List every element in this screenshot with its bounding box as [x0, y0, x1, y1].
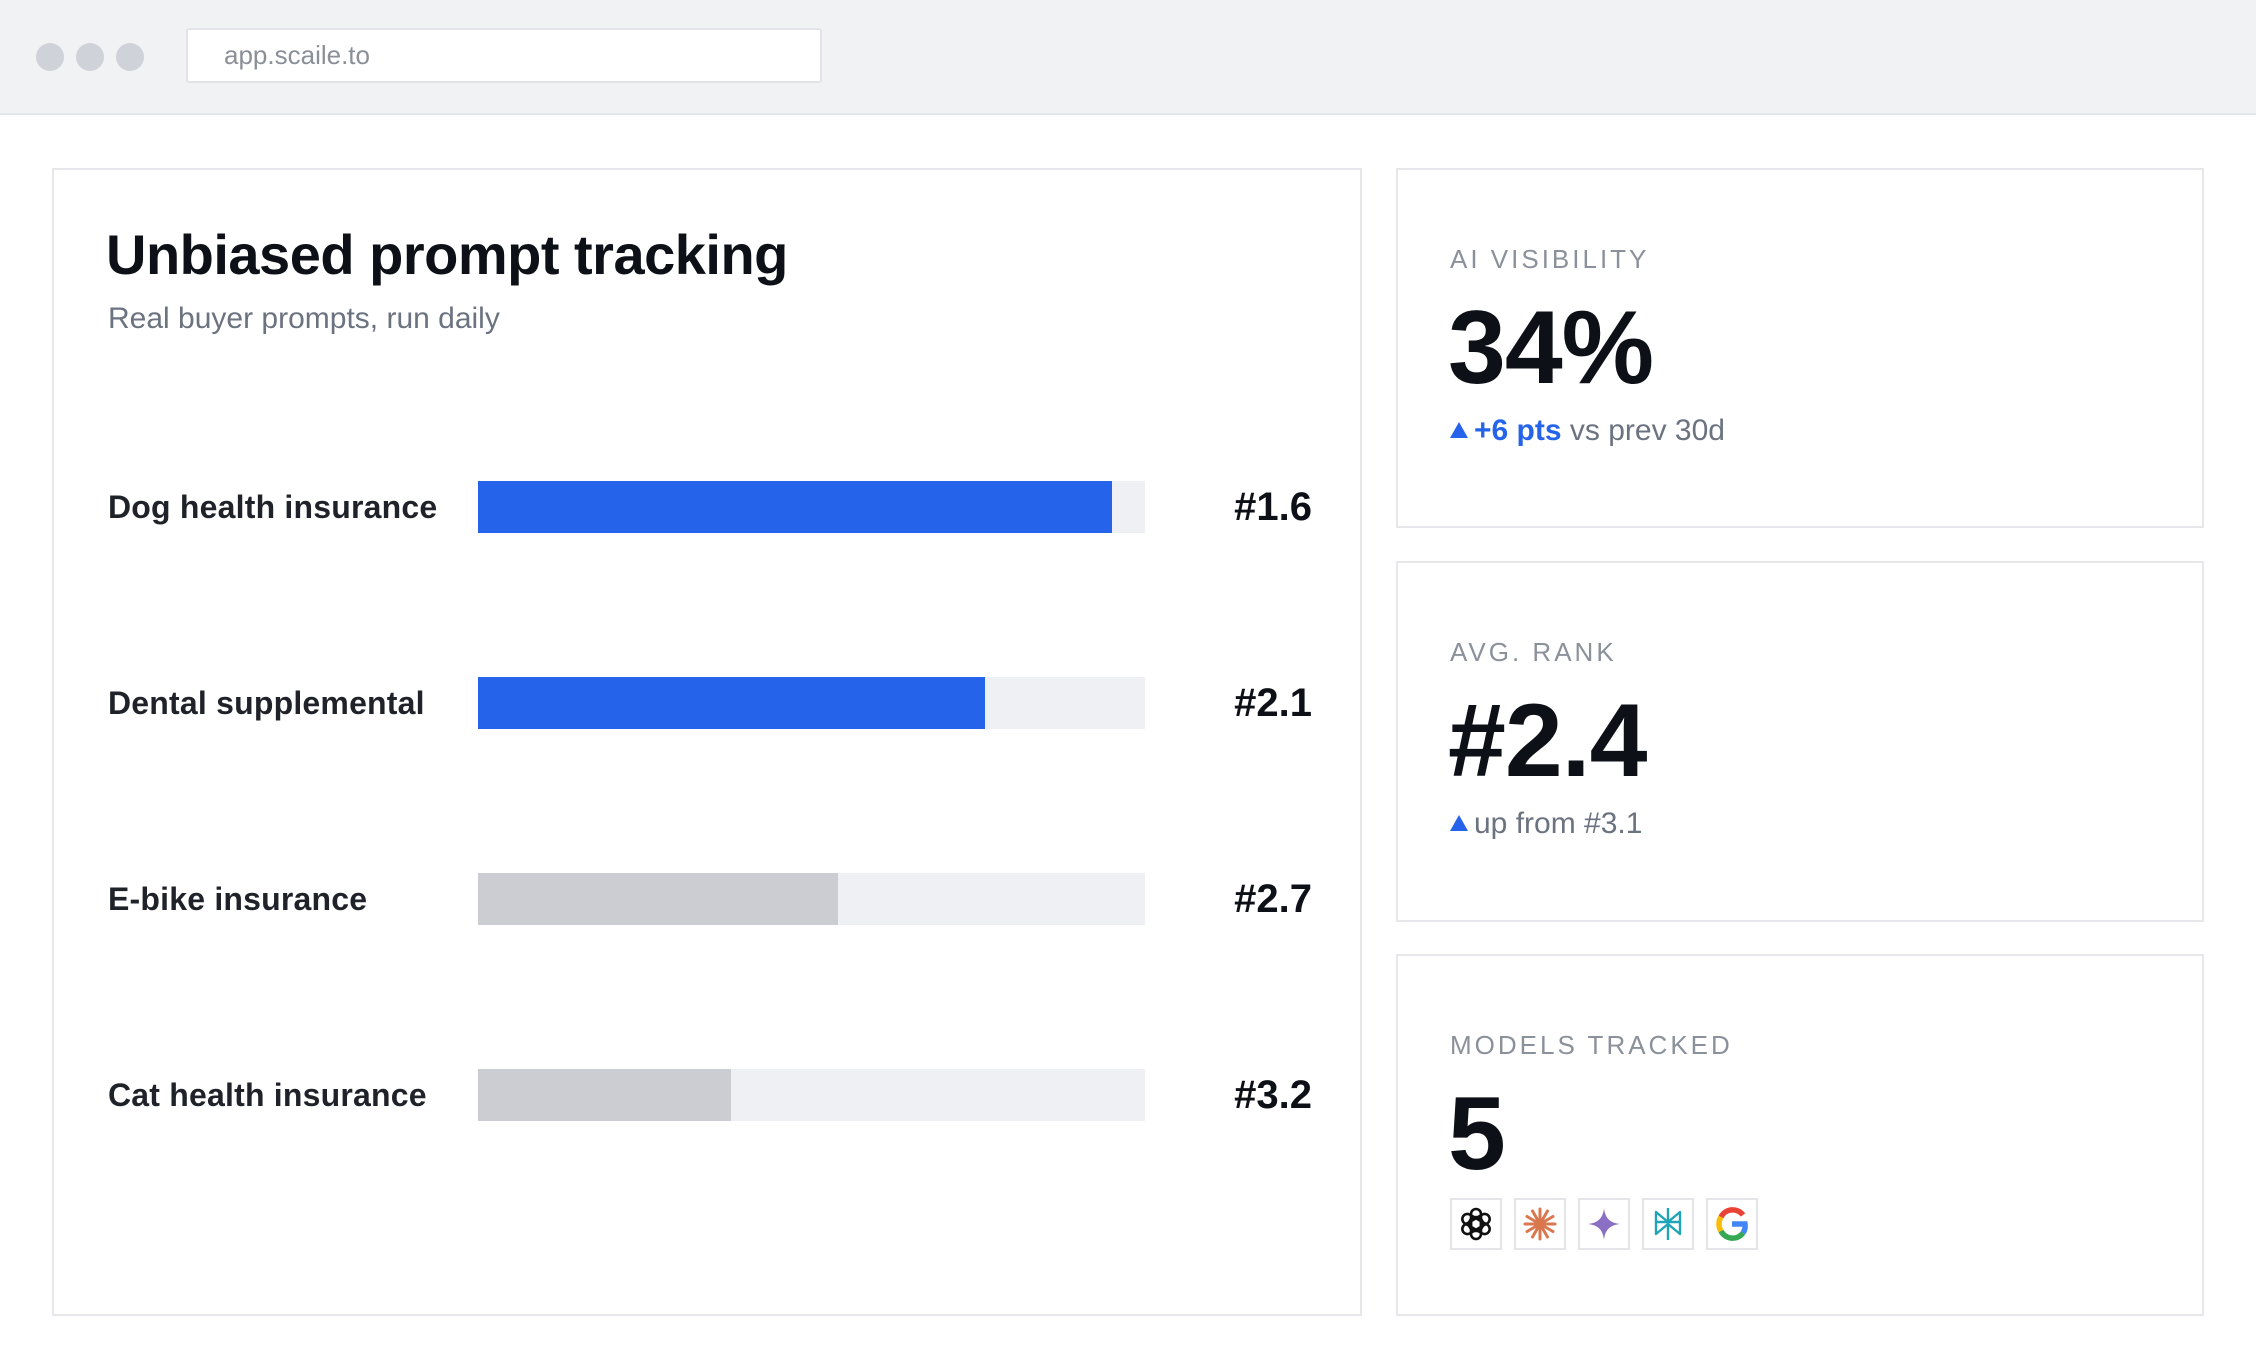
prompt-rank: #1.6	[1234, 485, 1312, 529]
stat-comparison: vs prev 30d	[1569, 414, 1725, 447]
stat-comparison: up from #3.1	[1474, 807, 1643, 840]
google-icon	[1706, 1198, 1758, 1250]
rank-bar-fill	[478, 481, 1112, 533]
prompt-rank: #2.1	[1234, 681, 1312, 725]
stat-delta: +6 pts	[1474, 414, 1562, 447]
ai-visibility-card: AI VISIBILITY 34% +6 pts vs prev 30d	[1396, 168, 2204, 528]
window-maximize-button[interactable]	[116, 43, 144, 71]
stat-label: AI VISIBILITY	[1450, 244, 1650, 274]
stat-change: up from #3.1	[1450, 807, 1642, 841]
model-icon-list	[1450, 1198, 1758, 1250]
prompt-row: Dog health insurance #1.6	[54, 481, 1364, 533]
models-tracked-card: MODELS TRACKED 5	[1396, 954, 2204, 1316]
rank-bar-fill	[478, 1069, 732, 1121]
prompt-row: Dental supplemental #2.1	[54, 677, 1364, 729]
card-subtitle: Real buyer prompts, run daily	[108, 302, 500, 335]
triangle-up-icon	[1450, 422, 1468, 438]
gemini-icon	[1578, 1198, 1630, 1250]
rank-bar-track	[478, 677, 1145, 729]
rank-bar-fill	[478, 873, 839, 925]
stat-label: AVG. RANK	[1450, 637, 1617, 667]
rank-bar-track	[478, 873, 1145, 925]
prompt-rank: #3.2	[1234, 1073, 1312, 1117]
stat-value: #2.4	[1448, 683, 1647, 799]
claude-icon	[1514, 1198, 1566, 1250]
address-bar[interactable]: app.scaile.to	[186, 28, 822, 83]
avg-rank-card: AVG. RANK #2.4 up from #3.1	[1396, 561, 2204, 922]
prompt-label: E-bike insurance	[108, 881, 368, 917]
stat-change: +6 pts vs prev 30d	[1450, 414, 1725, 448]
chatgpt-icon	[1450, 1198, 1502, 1250]
window-minimize-button[interactable]	[76, 43, 104, 71]
prompt-label: Dog health insurance	[108, 489, 438, 525]
prompt-label: Dental supplemental	[108, 685, 425, 721]
window-close-button[interactable]	[36, 43, 64, 71]
stat-value: 5	[1448, 1076, 1506, 1192]
triangle-up-icon	[1450, 815, 1468, 831]
perplexity-icon	[1642, 1198, 1694, 1250]
rank-bar-track	[478, 481, 1145, 533]
stat-label: MODELS TRACKED	[1450, 1030, 1733, 1060]
rank-bar-track	[478, 1069, 1145, 1121]
stat-value: 34%	[1448, 290, 1654, 406]
prompt-rank: #2.7	[1234, 877, 1312, 921]
prompt-label: Cat health insurance	[108, 1077, 427, 1113]
card-title: Unbiased prompt tracking	[106, 223, 788, 286]
prompt-row: E-bike insurance #2.7	[54, 873, 1364, 925]
prompt-tracking-card: Unbiased prompt tracking Real buyer prom…	[52, 168, 1362, 1316]
browser-chrome: app.scaile.to	[0, 0, 2256, 115]
rank-bar-fill	[478, 677, 985, 729]
prompt-row: Cat health insurance #3.2	[54, 1069, 1364, 1121]
